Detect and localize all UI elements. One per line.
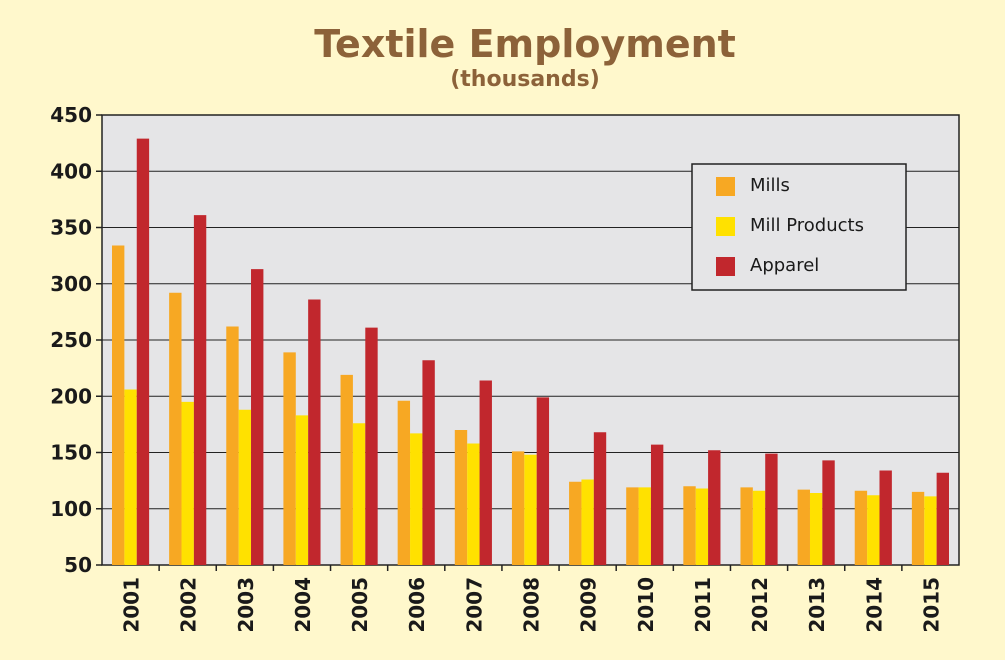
bar-mills-2004 xyxy=(283,352,296,565)
bar-mill-products-2015 xyxy=(924,496,937,565)
bar-mills-2013 xyxy=(797,489,810,565)
bar-apparel-2008 xyxy=(536,397,550,565)
bar-apparel-2015 xyxy=(936,472,949,565)
x-tick-label: 2007 xyxy=(462,577,486,633)
y-tick-label: 350 xyxy=(50,216,92,240)
bar-apparel-2009 xyxy=(593,432,607,565)
bar-mills-2015 xyxy=(911,491,925,565)
y-tick-label: 150 xyxy=(50,441,92,465)
bar-mill-products-2005 xyxy=(352,423,366,565)
y-tick-label: 50 xyxy=(64,553,92,577)
bar-apparel-2005 xyxy=(365,327,378,565)
x-tick-label: 2004 xyxy=(291,577,315,633)
bar-mills-2012 xyxy=(740,487,753,565)
bar-mill-products-2001 xyxy=(124,389,137,565)
y-tick-label: 450 xyxy=(50,103,92,127)
legend-swatch-apparel xyxy=(716,257,735,276)
x-tick-label: 2008 xyxy=(520,577,544,633)
bar-mills-2007 xyxy=(454,430,468,565)
bar-mills-2005 xyxy=(340,374,353,565)
bar-mills-2010 xyxy=(626,487,639,565)
x-tick-label: 2009 xyxy=(577,577,601,633)
legend-swatch-mill-products xyxy=(716,217,735,236)
y-axis: 50 100 150 200 250 300 350 400 450 xyxy=(50,103,102,577)
bar-mills-2001 xyxy=(112,245,125,565)
bar-mill-products-2008 xyxy=(524,454,537,565)
x-tick-label: 2005 xyxy=(348,577,372,633)
chart-title: Textile Employment xyxy=(314,22,736,66)
x-tick-label: 2012 xyxy=(748,577,772,633)
bar-mills-2014 xyxy=(854,490,868,565)
legend-label-apparel: Apparel xyxy=(750,255,819,276)
y-tick-label: 250 xyxy=(50,328,92,352)
bar-apparel-2003 xyxy=(251,269,264,565)
bar-group xyxy=(112,138,949,565)
bar-mill-products-2010 xyxy=(638,487,651,565)
bar-mill-products-2006 xyxy=(410,433,423,565)
bar-mill-products-2011 xyxy=(695,488,709,565)
bar-mill-products-2009 xyxy=(581,479,594,565)
bar-mills-2002 xyxy=(169,292,182,565)
x-tick-label: 2011 xyxy=(691,577,715,633)
bar-apparel-2010 xyxy=(650,444,664,565)
legend-swatch-mills xyxy=(716,177,735,196)
y-tick-label: 400 xyxy=(50,159,92,183)
x-tick-label: 2002 xyxy=(177,577,201,633)
y-tick-label: 300 xyxy=(50,272,92,296)
y-tick-label: 100 xyxy=(50,497,92,521)
bar-apparel-2001 xyxy=(136,138,150,565)
bar-mill-products-2003 xyxy=(238,409,252,565)
x-tick-label: 2003 xyxy=(234,577,258,633)
bar-mills-2006 xyxy=(397,400,411,565)
legend-label-mill-products: Mill Products xyxy=(750,215,864,236)
bar-mills-2009 xyxy=(569,481,582,565)
x-tick-label: 2014 xyxy=(862,577,886,633)
x-axis: 2001 2002 2003 2004 2005 2006 2007 2008 2009 2010… xyxy=(120,565,943,633)
bar-mill-products-2014 xyxy=(867,495,880,565)
chart-subtitle: (thousands) xyxy=(450,67,600,92)
y-tick-label: 200 xyxy=(50,384,92,408)
x-tick-label: 2015 xyxy=(919,577,943,633)
bar-mill-products-2013 xyxy=(809,493,823,565)
bar-mill-products-2004 xyxy=(295,415,309,565)
bar-apparel-2013 xyxy=(822,460,835,565)
legend: Mills Mill Products Apparel xyxy=(691,163,907,291)
legend-label-mills: Mills xyxy=(750,175,790,196)
x-tick-label: 2006 xyxy=(405,577,429,633)
bar-apparel-2012 xyxy=(765,453,778,565)
bar-mills-2008 xyxy=(511,451,525,565)
bar-apparel-2002 xyxy=(193,215,207,565)
bar-mill-products-2012 xyxy=(752,490,766,565)
bar-apparel-2011 xyxy=(708,450,721,565)
bar-mill-products-2002 xyxy=(181,401,194,565)
bar-mills-2003 xyxy=(226,326,239,565)
bar-apparel-2006 xyxy=(422,360,435,565)
bar-mills-2011 xyxy=(683,486,696,565)
x-tick-label: 2010 xyxy=(634,577,658,633)
bar-apparel-2007 xyxy=(479,380,492,565)
x-tick-label: 2013 xyxy=(805,577,829,633)
bar-apparel-2004 xyxy=(308,299,321,565)
x-tick-label: 2001 xyxy=(120,577,144,633)
bar-mill-products-2007 xyxy=(467,443,480,565)
bar-apparel-2014 xyxy=(879,470,892,565)
